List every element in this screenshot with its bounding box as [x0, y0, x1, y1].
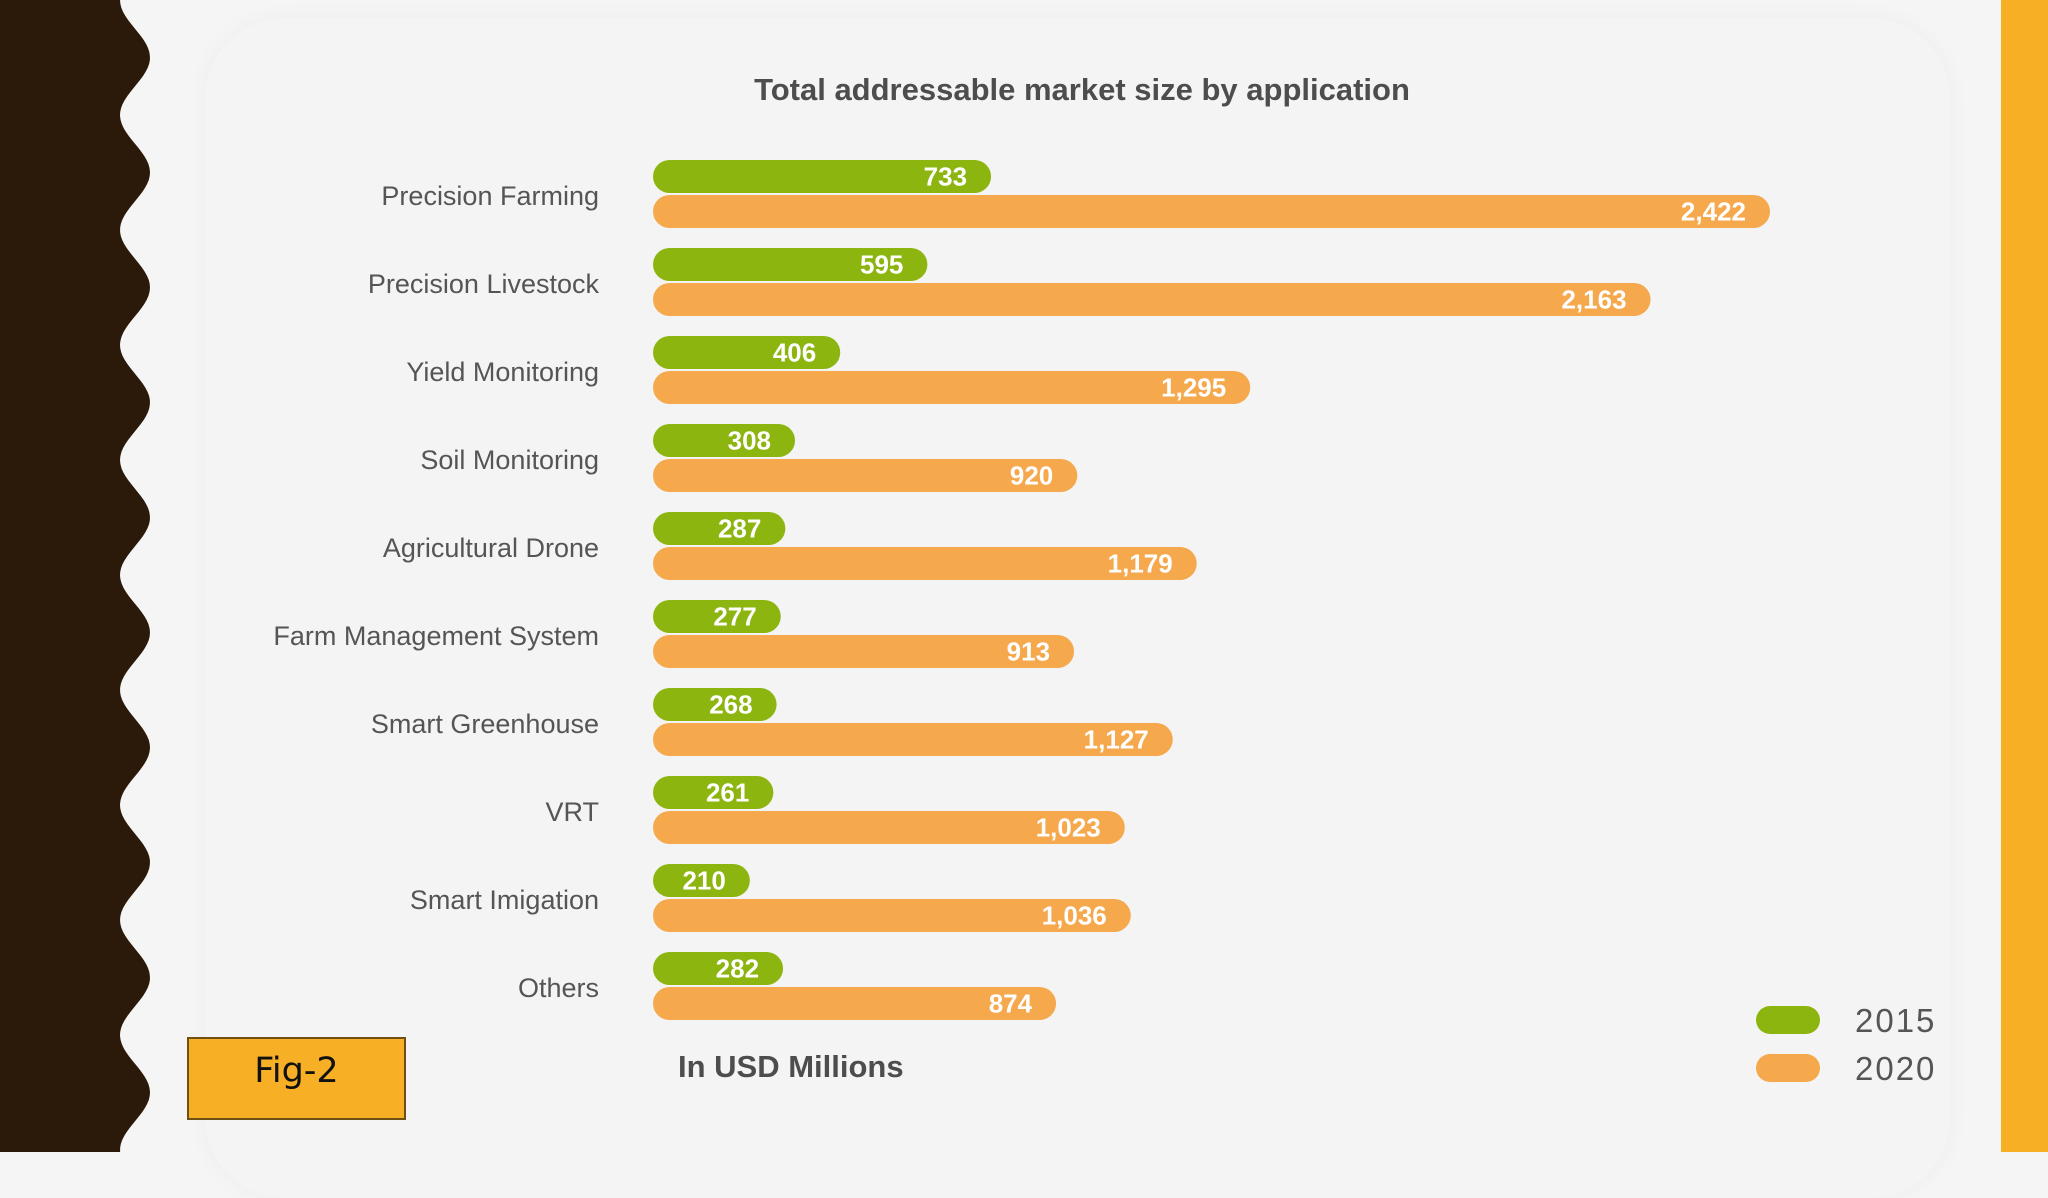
bar-value-label: 874 [989, 989, 1033, 1019]
bar-2015 [653, 248, 928, 281]
wave-shape [0, 0, 150, 1152]
legend-swatch-2015 [1756, 1006, 1820, 1034]
chart-title: Total addressable market size by applica… [754, 72, 1410, 107]
category-label: Soil Monitoring [420, 445, 599, 475]
bar-value-label: 1,295 [1161, 373, 1226, 403]
bar-2020 [653, 899, 1131, 932]
bar-value-label: 287 [718, 514, 761, 544]
bar-group: Precision Farming 733 2,422 Precision Lives… [273, 160, 1770, 1020]
legend-label-2015: 2015 [1855, 1002, 1936, 1039]
bar-2015 [653, 776, 774, 809]
legend: 2015 2020 [1756, 1002, 1936, 1087]
left-wavy-decoration [0, 0, 150, 1152]
bar-value-label: 282 [716, 954, 759, 984]
bar-2015 [653, 864, 750, 897]
legend-label-2020: 2020 [1855, 1050, 1936, 1087]
bar-value-label: 2,163 [1561, 285, 1626, 315]
category-label: Farm Management System [273, 621, 599, 651]
bar-value-label: 595 [860, 250, 903, 280]
bar-2020 [653, 459, 1078, 492]
bar-value-label: 261 [706, 778, 749, 808]
bar-value-label: 1,023 [1036, 813, 1101, 843]
category-label: Precision Livestock [368, 269, 600, 299]
market-size-chart: Total addressable market size by applica… [273, 72, 1936, 1087]
bar-2015 [653, 952, 784, 985]
bar-2020 [653, 195, 1770, 228]
category-label: Agricultural Drone [383, 533, 599, 563]
category-label: Yield Monitoring [406, 357, 599, 387]
bar-2015 [653, 688, 777, 721]
bar-value-label: 268 [709, 690, 752, 720]
bar-2020 [653, 723, 1173, 756]
bar-value-label: 1,179 [1108, 549, 1173, 579]
bar-value-label: 1,127 [1084, 725, 1149, 755]
bar-value-label: 1,036 [1042, 901, 1107, 931]
bar-value-label: 277 [713, 602, 756, 632]
bar-2020 [653, 371, 1251, 404]
unit-note: In USD Millions [678, 1049, 904, 1084]
category-label: Others [518, 973, 599, 1003]
bar-2020 [653, 283, 1651, 316]
category-label: Smart Imigation [410, 885, 599, 915]
right-accent-strip [2001, 0, 2048, 1152]
bar-2020 [653, 987, 1057, 1020]
category-label: Precision Farming [381, 181, 599, 211]
figure-label: Fig-2 [187, 1037, 406, 1120]
legend-swatch-2020 [1756, 1054, 1820, 1082]
bar-value-label: 733 [924, 162, 967, 192]
bar-value-label: 406 [773, 338, 816, 368]
bar-2015 [653, 600, 781, 633]
bar-2020 [653, 635, 1075, 668]
bar-value-label: 308 [728, 426, 771, 456]
bar-value-label: 913 [1007, 637, 1050, 667]
bar-value-label: 210 [682, 866, 725, 896]
bar-2020 [653, 547, 1197, 580]
category-label: VRT [545, 797, 599, 827]
bar-2015 [653, 424, 796, 457]
bar-2015 [653, 160, 992, 193]
bar-2020 [653, 811, 1125, 844]
bar-2015 [653, 512, 786, 545]
bar-value-label: 2,422 [1681, 197, 1746, 227]
bar-value-label: 920 [1010, 461, 1053, 491]
bar-2015 [653, 336, 841, 369]
category-label: Smart Greenhouse [371, 709, 599, 739]
